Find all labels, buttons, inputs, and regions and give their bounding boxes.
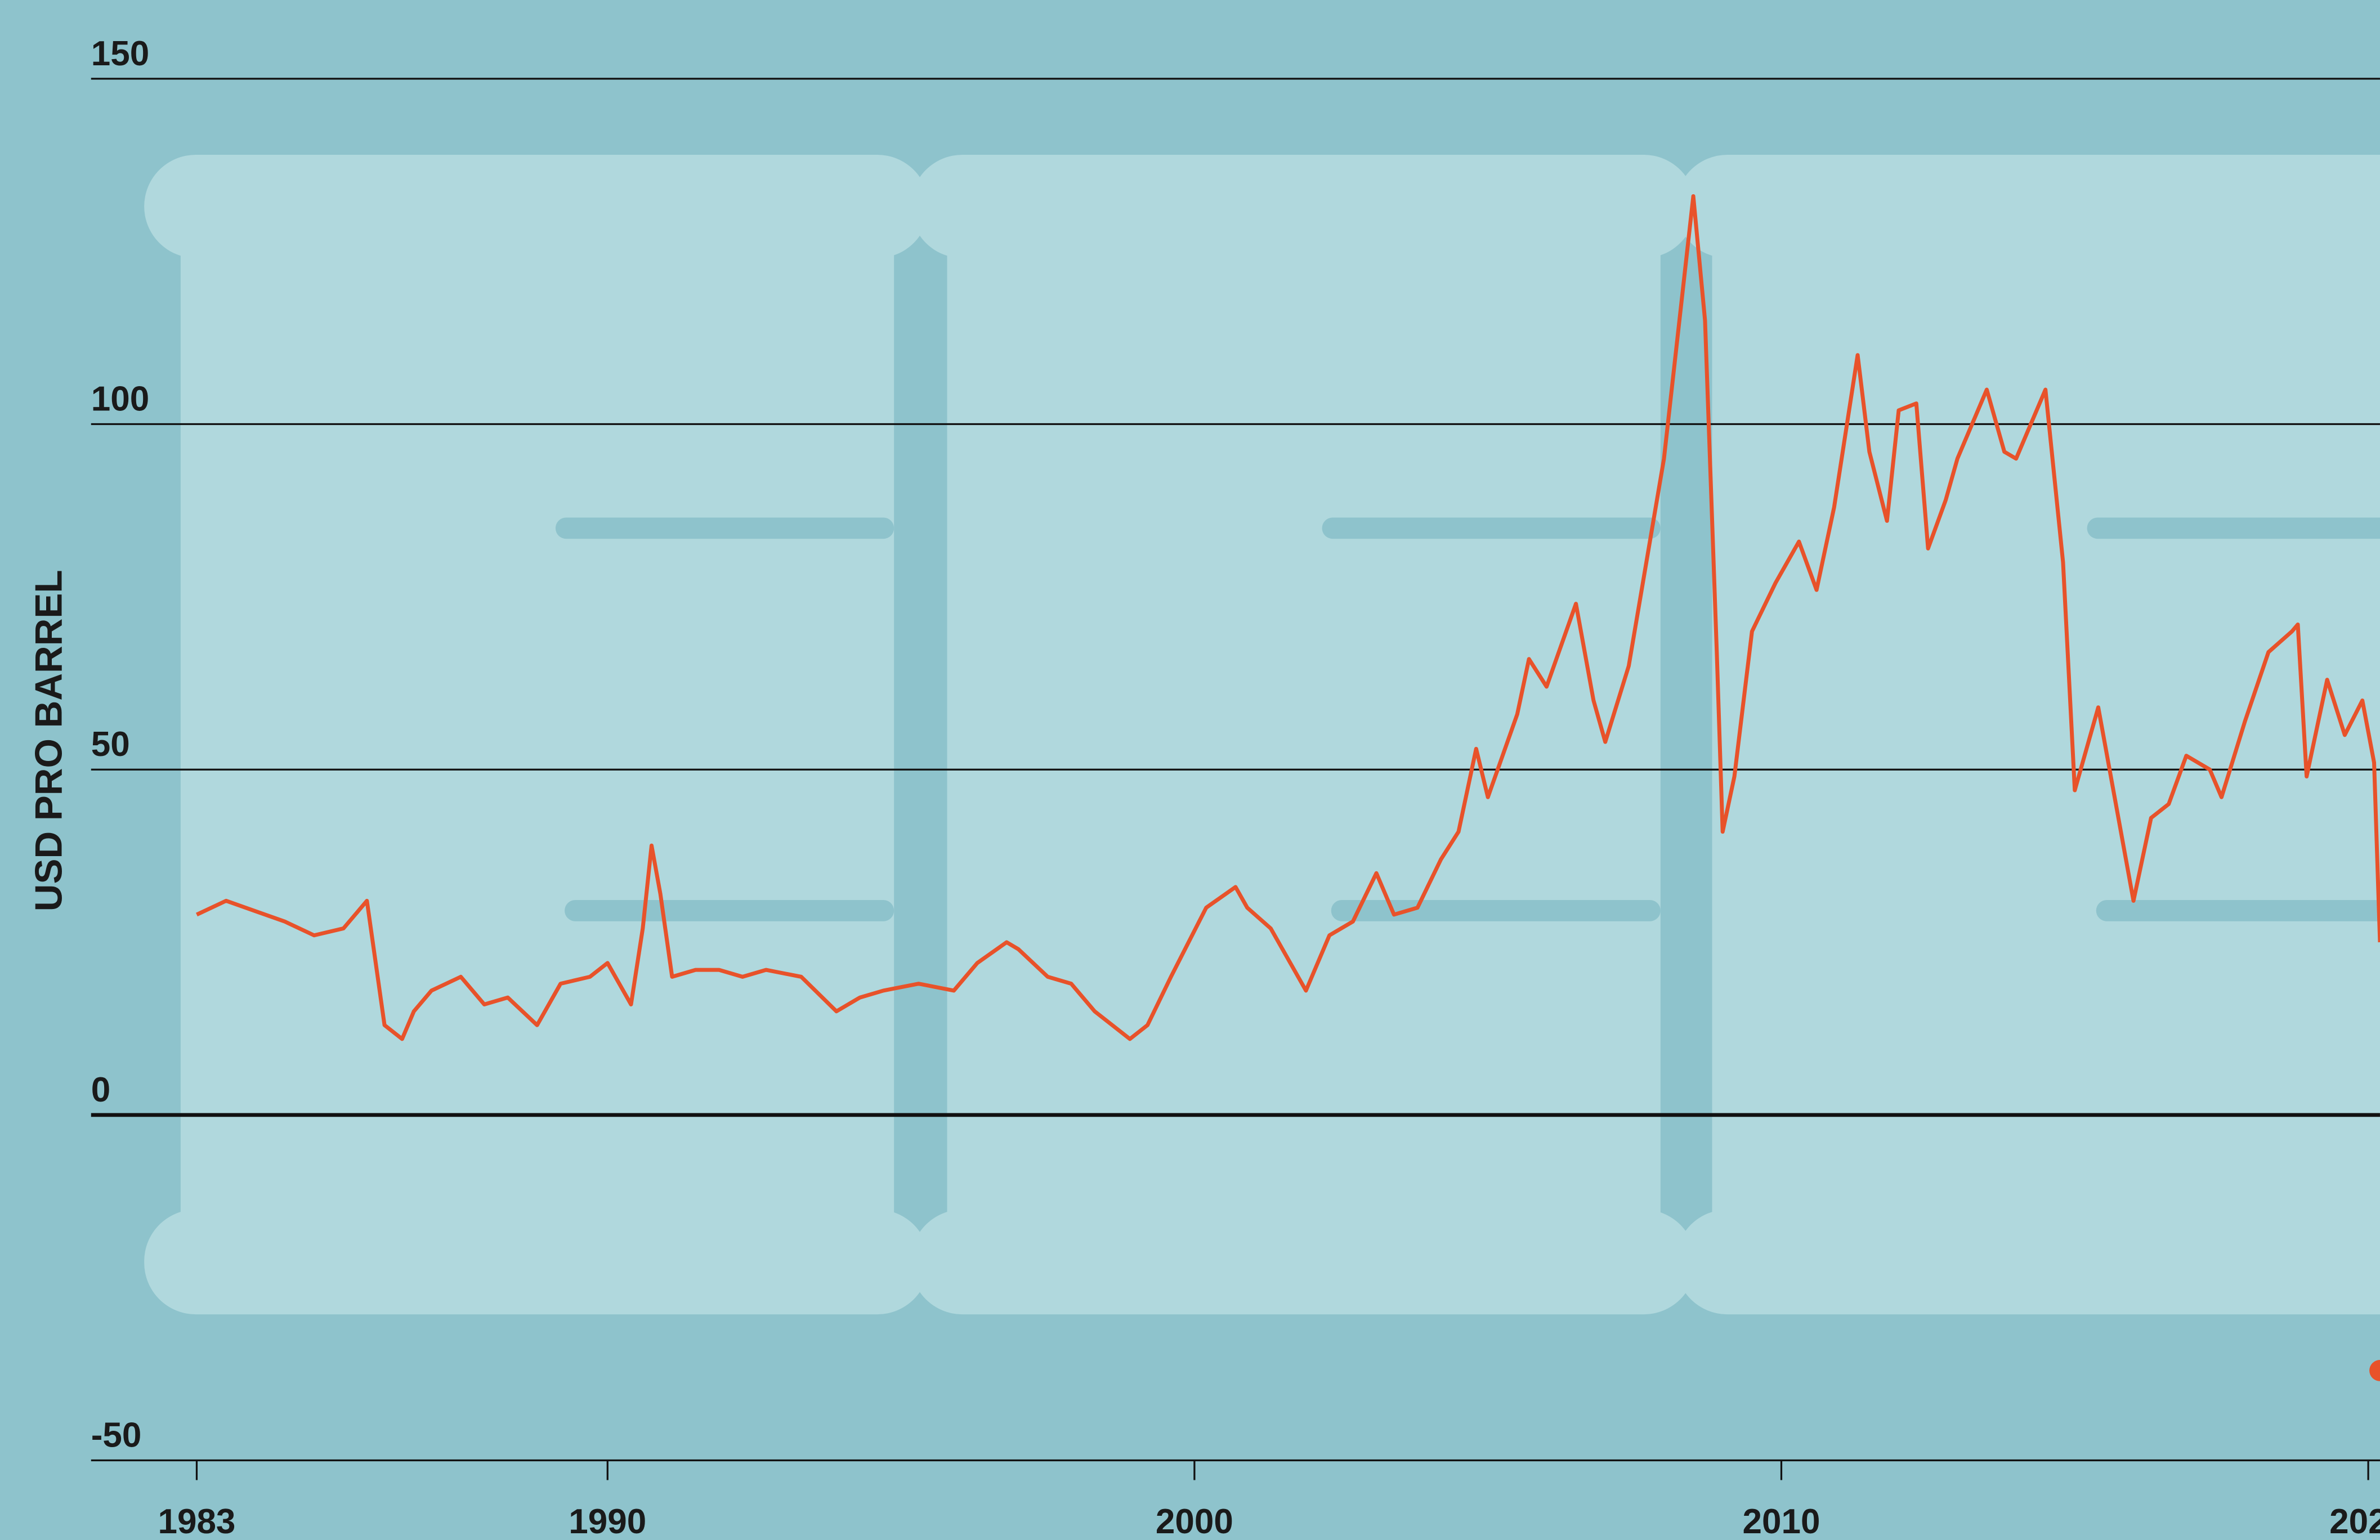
chart-area: USD PRO BARREL -50 0 50 100 150 1983 1990 2000 2… <box>28 34 2380 1540</box>
y-tick-label: 150 <box>91 34 149 73</box>
y-tick-label: -50 <box>91 1416 142 1454</box>
column-shape <box>144 155 929 1314</box>
x-tick-label: 2000 <box>1156 1502 1233 1540</box>
highlight-point <box>2369 1360 2380 1381</box>
x-tick-label: 1990 <box>569 1502 646 1540</box>
y-tick-label: 0 <box>91 1071 110 1109</box>
x-tick-label: 2010 <box>1743 1502 1820 1540</box>
x-tick-label: 2020 <box>2329 1502 2380 1540</box>
background-decoration <box>144 155 2380 1314</box>
column-shape <box>911 155 1695 1314</box>
page: {"chart_data": {"type": "line", "y_label… <box>0 0 2380 1540</box>
y-axis-label: USD PRO BARREL <box>28 570 70 911</box>
column-shape <box>1676 155 2380 1314</box>
x-tick-label: 1983 <box>158 1502 235 1540</box>
y-tick-label: 100 <box>91 379 149 418</box>
y-tick-label: 50 <box>91 725 130 764</box>
chart: USD PRO BARREL -50 0 50 100 150 1983 1990 2000 2… <box>0 0 2380 1540</box>
